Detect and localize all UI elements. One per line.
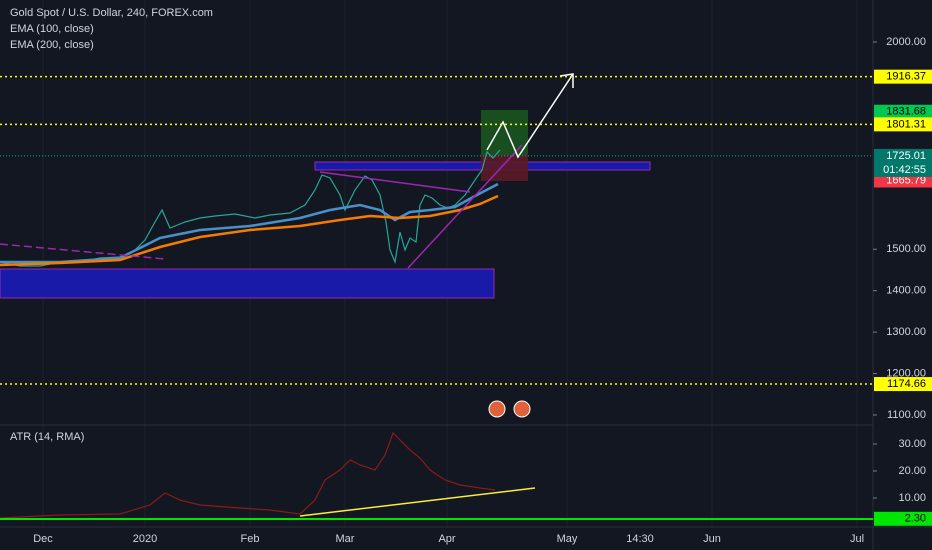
price-tag-label: 1831.68 (886, 106, 926, 118)
time-label: Feb (241, 533, 260, 545)
time-label: Dec (33, 533, 53, 545)
stop-zone (481, 155, 528, 181)
price-tag-label: 1725.01 (886, 150, 926, 162)
indicator-label: EMA (200, close) (10, 39, 94, 51)
price-tag-label: 1916.37 (886, 71, 926, 83)
trend-line (0, 243, 166, 260)
time-label: May (557, 533, 578, 545)
symbol-title: Gold Spot / U.S. Dollar, 240, FOREX.com (10, 7, 213, 19)
time-label: Apr (438, 533, 455, 545)
event-icon[interactable] (513, 400, 531, 418)
price-tag-label: 1801.31 (886, 118, 926, 130)
event-icon[interactable] (488, 400, 506, 418)
price-label: 1500.00 (886, 243, 926, 255)
price-label: 1100.00 (887, 409, 926, 421)
time-label: Jun (703, 533, 721, 545)
atr-title: ATR (14, RMA) (10, 431, 84, 443)
price-label: 2000.00 (886, 36, 926, 48)
price-tag (874, 69, 932, 84)
price-tag (874, 377, 932, 392)
arrow-head (559, 73, 574, 88)
atr-line (0, 431, 496, 519)
time-label: Jul (850, 533, 864, 545)
indicator-label: EMA (100, close) (10, 23, 94, 35)
price-label: 1300.00 (886, 326, 926, 338)
price-tag (874, 117, 932, 132)
atr-label: 30.00 (898, 438, 926, 450)
price-label: 1200.00 (886, 367, 926, 379)
atr-tag (874, 511, 932, 526)
atr-tag-label: 2.30 (905, 513, 926, 525)
price-tag-label: 1665.79 (886, 174, 926, 186)
uptrend-line (407, 144, 523, 269)
atr-label: 20.00 (898, 465, 926, 477)
time-label: Mar (336, 533, 355, 545)
price-tag (874, 148, 932, 163)
countdown-tag (874, 162, 932, 177)
price-label: 1400.00 (886, 285, 926, 297)
price-line (0, 149, 501, 267)
atr-label: 10.00 (898, 492, 926, 504)
grid (42, 0, 858, 527)
price-tag (874, 173, 932, 188)
atr-trend (299, 487, 536, 517)
time-label: 14:30 (626, 533, 654, 545)
time-label: 2020 (133, 533, 157, 545)
triangle (319, 171, 471, 193)
support-zone (0, 268, 495, 299)
price-tag-label: 1174.66 (887, 378, 926, 390)
projection-arrow (486, 73, 574, 159)
ema-100 (0, 182, 499, 264)
price-tag (874, 104, 932, 119)
countdown: 01:42:55 (883, 164, 926, 176)
ema-200 (0, 194, 499, 267)
